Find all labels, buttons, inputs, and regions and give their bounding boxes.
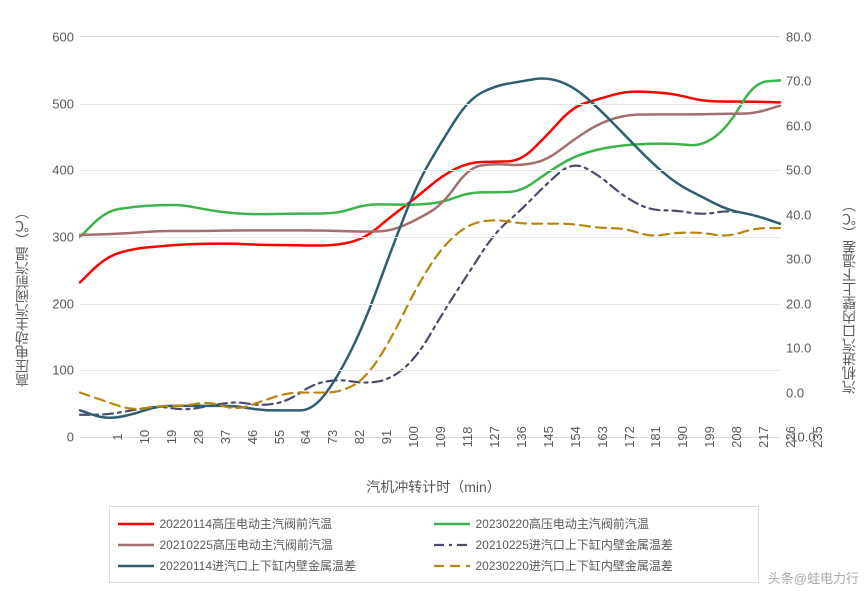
legend-item: 20220114进汽口上下缸内壁金属温差 [118,555,434,576]
y-left-tick: 400 [52,163,80,178]
legend-label: 20210225高压电动主汽阀前汽温 [160,536,333,553]
y-right-tick: 10.0 [780,341,811,356]
series-line [80,78,780,417]
series-line [80,220,780,409]
y-right-tick: 20.0 [780,296,811,311]
x-axis-label: 汽机冲转计时（min） [366,477,501,497]
series-line [80,92,780,283]
y-right-tick: 0.0 [780,385,804,400]
legend-label: 20220114进汽口上下缸内壁金属温差 [160,557,357,574]
x-tick: 235 [780,426,825,448]
legend-swatch [434,538,470,552]
legend-item: 20220114高压电动主汽阀前汽温 [118,513,434,534]
legend-label: 20230220高压电动主汽阀前汽温 [476,515,649,532]
y-right-tick: 80.0 [780,30,811,45]
gridline [80,170,780,171]
chart-container: 高压电动主汽阀前汽温（℃） 汽机进汽口内壁上下温差（℃） 01002003004… [0,0,867,591]
y-left-tick: 0 [67,430,80,445]
legend-item: 20210225进汽口上下缸内壁金属温差 [434,534,750,555]
gridline [80,370,780,371]
y-right-tick: 40.0 [780,207,811,222]
y-left-tick: 300 [52,230,80,245]
y-right-tick: 60.0 [780,118,811,133]
y-right-tick: 50.0 [780,163,811,178]
legend-swatch [434,559,470,573]
legend-item: 20210225高压电动主汽阀前汽温 [118,534,434,555]
y-axis-right-label: 汽机进汽口内壁上下温差（℃） [839,198,859,394]
y-right-tick: 70.0 [780,74,811,89]
legend-swatch [118,517,154,531]
y-left-tick: 100 [52,363,80,378]
legend-label: 20220114高压电动主汽阀前汽温 [160,515,333,532]
legend: 20220114高压电动主汽阀前汽温 20230220高压电动主汽阀前汽温 2021… [109,506,759,583]
legend-swatch [118,538,154,552]
y-right-tick: 30.0 [780,252,811,267]
legend-swatch [434,517,470,531]
gridline [80,104,780,105]
watermark: 头条@蛙电力行 [768,568,859,587]
legend-item: 20230220高压电动主汽阀前汽温 [434,513,750,534]
y-left-tick: 500 [52,96,80,111]
y-left-tick: 200 [52,296,80,311]
y-left-tick: 600 [52,30,80,45]
gridline [80,237,780,238]
legend-label: 20230220进汽口上下缸内壁金属温差 [476,557,673,574]
legend-label: 20210225进汽口上下缸内壁金属温差 [476,536,673,553]
legend-swatch [118,559,154,573]
gridline [80,304,780,305]
plot-area: 0100200300400500600-10.00.010.020.030.04… [80,36,780,438]
legend-item: 20230220进汽口上下缸内壁金属温差 [434,555,750,576]
y-axis-left-label: 高压电动主汽阀前汽温（℃） [12,205,32,387]
